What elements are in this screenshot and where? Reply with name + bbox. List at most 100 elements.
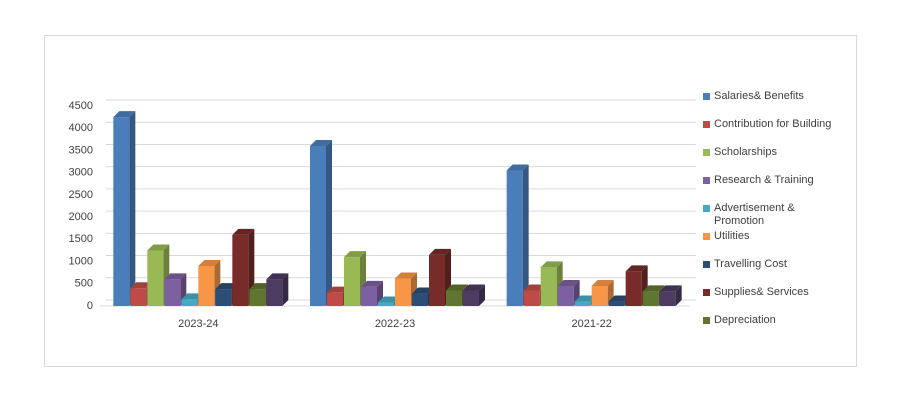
y-tick-label: 3000: [69, 167, 93, 179]
chart-border: [44, 35, 857, 367]
legend-swatch: [703, 121, 710, 128]
y-tick-label: 1500: [69, 233, 93, 245]
bar: [642, 291, 659, 306]
bar-top: [164, 273, 187, 280]
legend-swatch: [703, 93, 710, 100]
bar-side: [282, 273, 289, 306]
bar: [659, 291, 676, 306]
legend-label: Salaries& Benefits: [714, 90, 804, 102]
bar-top: [608, 295, 631, 302]
bar: [446, 290, 462, 306]
x-tick-label: 2023-24: [178, 318, 218, 330]
bar-top: [113, 111, 136, 118]
legend-label: Contribution for Building: [714, 118, 832, 130]
legend: Salaries& Benefits Contribution for Build…: [703, 90, 843, 342]
bar: [591, 286, 608, 306]
legend-item: Advertisement & Promotion: [703, 202, 843, 230]
legend-item: Salaries& Benefits: [703, 90, 843, 118]
legend-item: Scholarships: [703, 146, 843, 174]
bar-top: [147, 244, 170, 251]
bar-top: [198, 260, 221, 266]
bar: [463, 290, 479, 306]
y-tick-label: 2000: [69, 211, 93, 223]
bar: [557, 286, 574, 306]
bar-top: [395, 272, 417, 279]
legend-item: Utilities: [703, 230, 843, 258]
bar-side: [675, 285, 682, 306]
bar: [608, 301, 625, 306]
bar-top: [446, 284, 468, 291]
bar-top: [181, 293, 204, 300]
bar: [113, 117, 130, 306]
y-tick-label: 0: [87, 300, 93, 312]
bar-side: [129, 111, 136, 306]
bar-top: [642, 285, 665, 292]
bar: [429, 254, 445, 306]
bar-top: [659, 285, 682, 292]
bar-top: [344, 251, 366, 258]
bar: [361, 286, 377, 306]
bar: [412, 293, 428, 306]
legend-label: Depreciation: [714, 314, 776, 326]
bar-top: [506, 164, 529, 171]
legend-swatch: [703, 261, 710, 268]
bar-top: [625, 265, 648, 272]
bar-top: [215, 283, 238, 290]
bar: [327, 292, 343, 306]
legend-label: Travelling Cost: [714, 258, 787, 270]
bar: [540, 267, 557, 306]
x-tick-label: 2022-23: [375, 318, 415, 330]
bar-side: [522, 164, 529, 306]
bar-top: [412, 287, 434, 294]
bar: [310, 146, 326, 306]
bar: [395, 278, 411, 306]
bar-side: [326, 140, 332, 306]
bar-side: [479, 284, 485, 306]
legend-item: Travelling Cost: [703, 258, 843, 286]
bar-top: [463, 284, 485, 291]
bar: [130, 288, 147, 306]
legend-label: Advertisement & Promotion: [714, 202, 795, 227]
x-tick-label: 2021-22: [571, 318, 611, 330]
legend-item: Research & Training: [703, 174, 843, 202]
bar-top: [523, 284, 546, 291]
bar: [574, 301, 591, 306]
y-tick-label: 2500: [69, 189, 93, 201]
bar-top: [429, 248, 451, 255]
bar-top: [574, 295, 597, 302]
legend-item: Depreciation: [703, 314, 843, 342]
bar-top: [232, 228, 255, 235]
y-tick-label: 3500: [69, 144, 93, 156]
bar-top: [130, 282, 153, 289]
bar-top: [327, 286, 349, 293]
bar: [164, 279, 181, 306]
bar-top: [557, 280, 580, 286]
bar: [232, 234, 249, 306]
y-tick-label: 4000: [69, 122, 93, 134]
bar: [215, 289, 232, 306]
bar: [198, 266, 215, 306]
bar-top: [249, 283, 272, 290]
y-tick-label: 1000: [69, 255, 93, 267]
bar: [249, 289, 266, 306]
legend-swatch: [703, 149, 710, 156]
bar: [523, 290, 540, 306]
legend-label: Supplies& Services: [714, 286, 809, 298]
y-tick-label: 500: [75, 278, 93, 290]
bar: [378, 302, 394, 306]
legend-label: Scholarships: [714, 146, 777, 158]
legend-swatch: [703, 289, 710, 296]
bar-top: [310, 140, 332, 146]
legend-item: Supplies& Services: [703, 286, 843, 314]
bar-top: [378, 296, 400, 303]
bar-top: [266, 273, 289, 280]
legend-label: Utilities: [714, 230, 750, 242]
bar-top: [591, 280, 614, 286]
bar: [181, 299, 198, 306]
bar: [344, 257, 360, 306]
bar: [147, 250, 164, 306]
legend-swatch: [703, 205, 710, 212]
bar: [625, 271, 642, 306]
